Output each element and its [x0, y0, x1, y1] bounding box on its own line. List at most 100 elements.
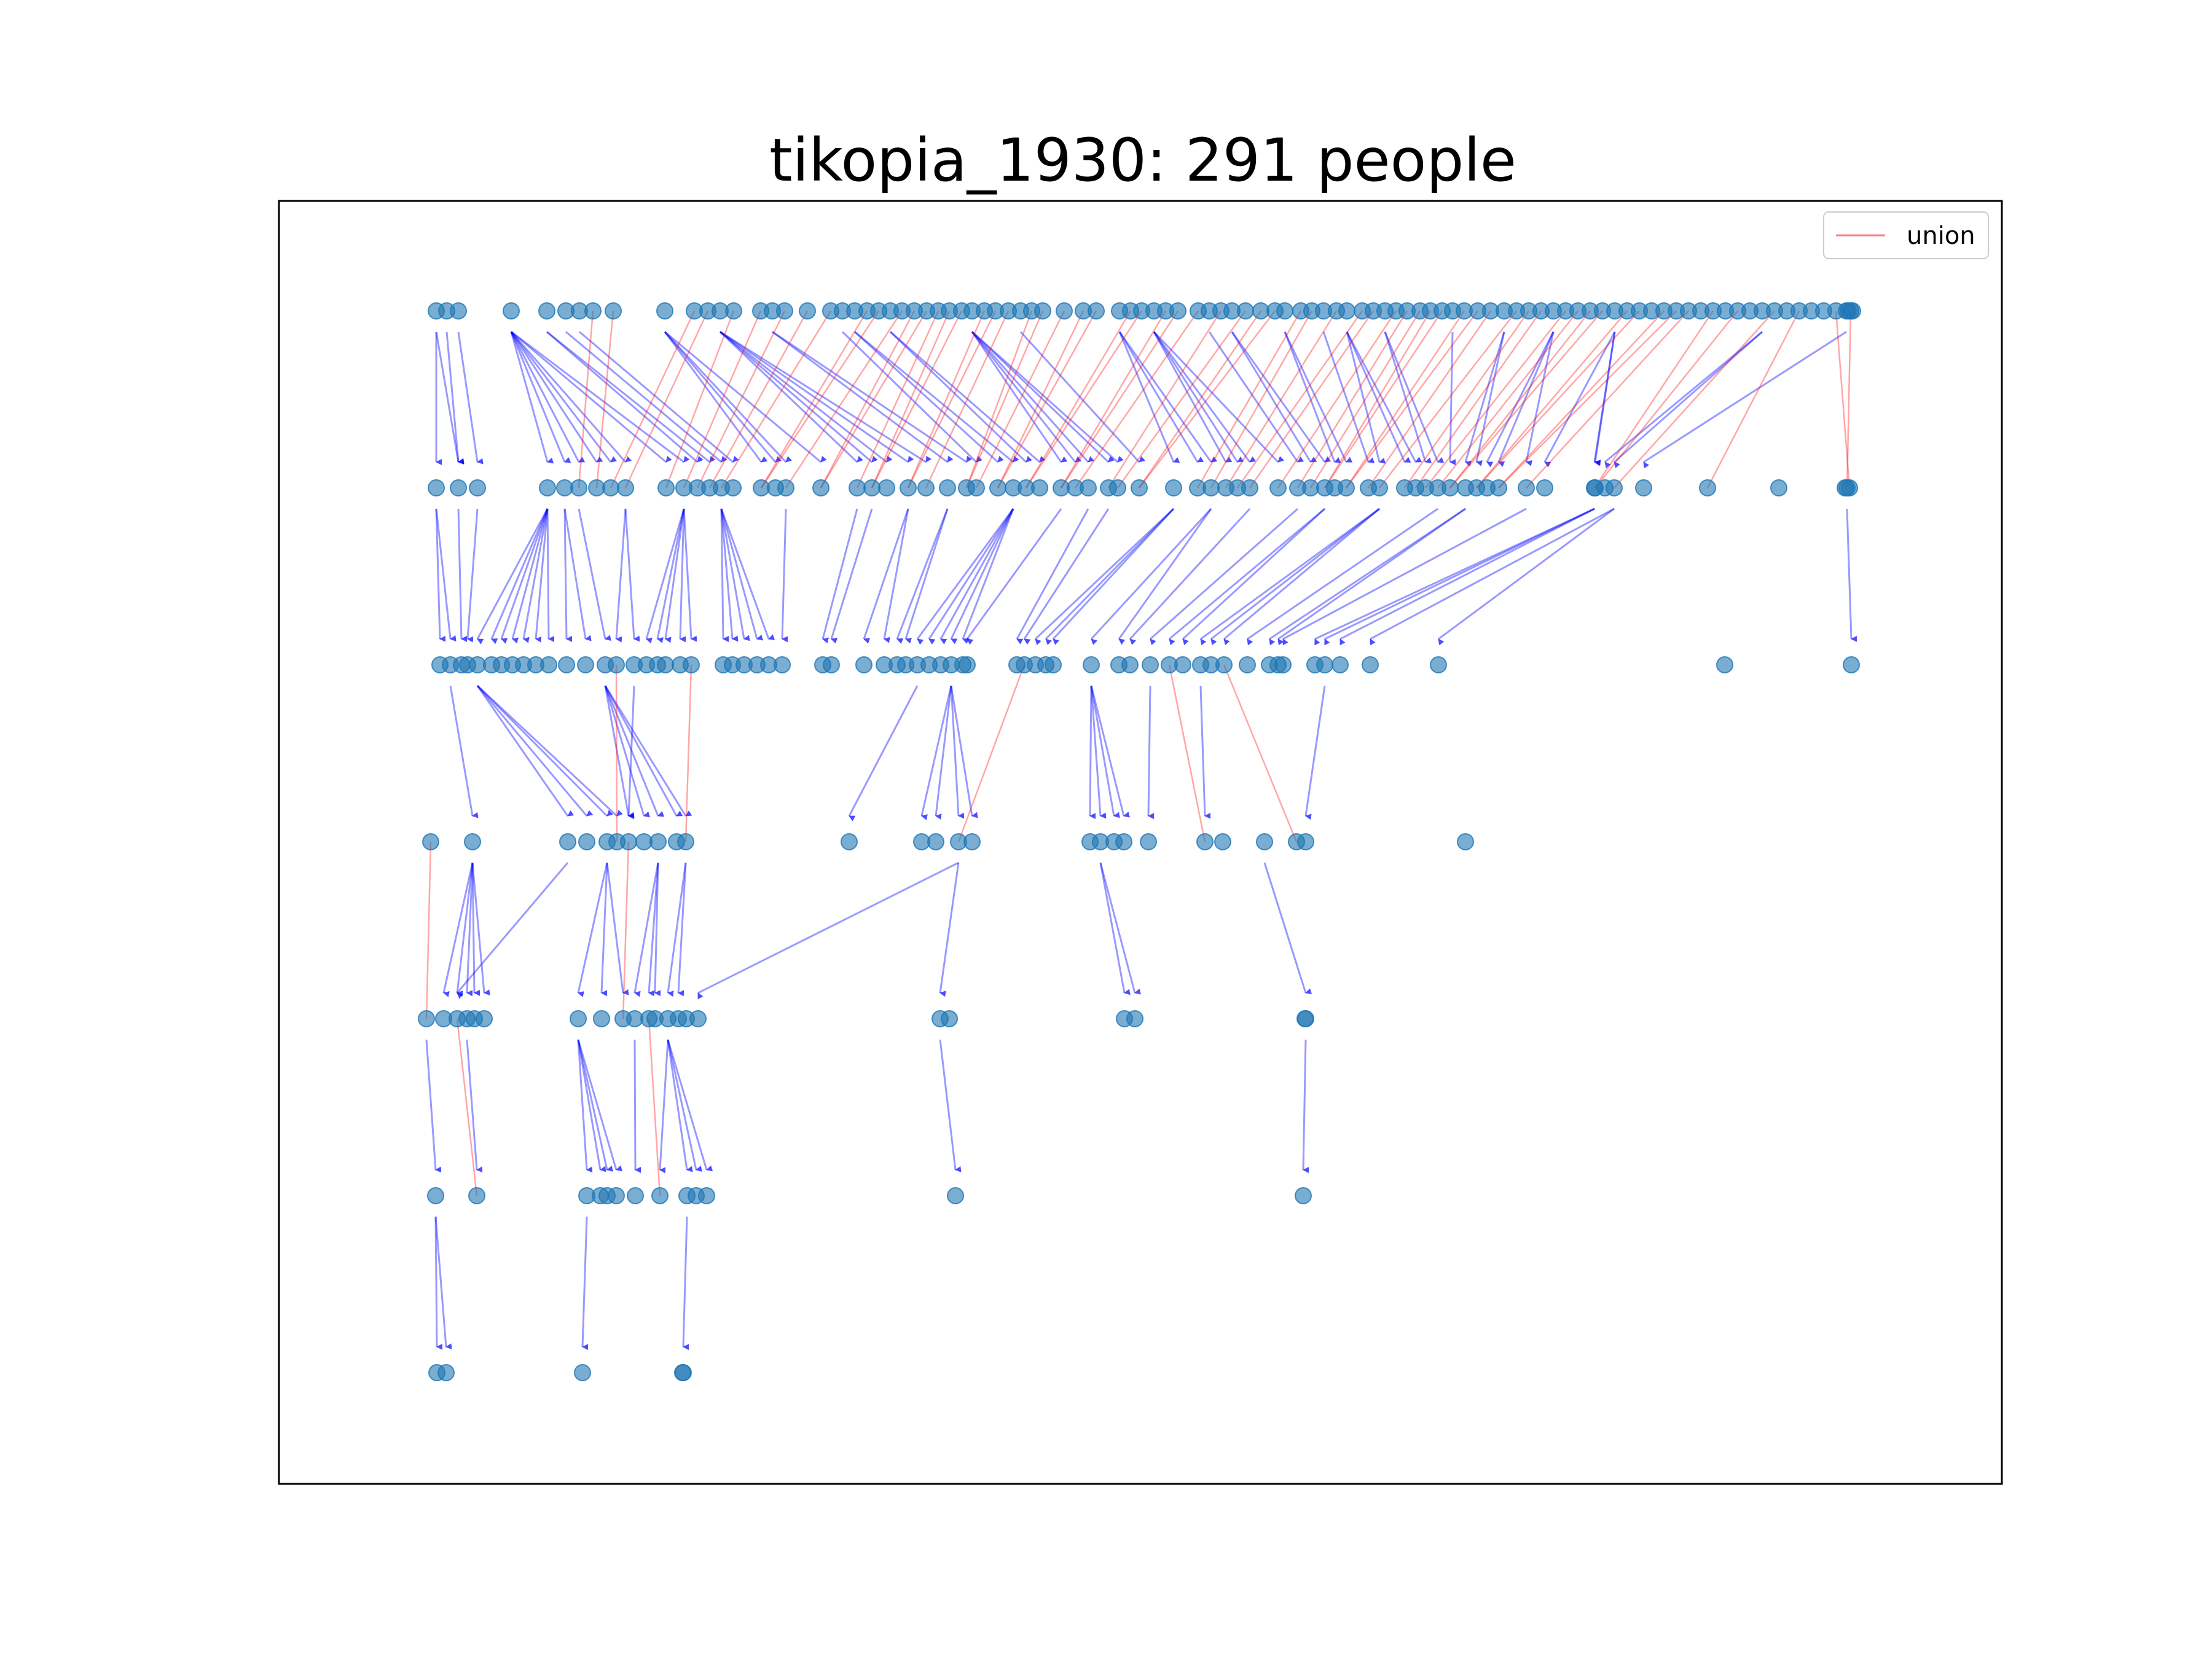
person-node — [1297, 833, 1314, 850]
parent-child-edge — [546, 331, 704, 463]
union-edge — [1706, 310, 1800, 488]
union-edge — [907, 310, 997, 488]
parent-child-edge — [853, 331, 1004, 463]
parent-child-edge — [664, 331, 827, 463]
parent-child-edge — [511, 331, 690, 463]
person-node — [1237, 302, 1254, 320]
person-node — [1142, 656, 1159, 673]
person-node — [1215, 656, 1233, 673]
person-node — [559, 833, 576, 850]
person-node — [941, 1010, 958, 1027]
parent-child-edge — [1090, 685, 1107, 819]
parent-child-edge — [971, 331, 1068, 463]
union-edge — [1060, 310, 1179, 488]
parent-child-edge — [1169, 508, 1325, 646]
person-node — [1536, 479, 1553, 496]
parent-child-edge — [604, 685, 651, 818]
union-edge — [1449, 310, 1591, 488]
union-edge — [965, 310, 1033, 488]
parent-child-edge — [577, 1039, 606, 1172]
union-edge — [760, 310, 868, 488]
union-edge — [610, 310, 696, 488]
union-edge — [648, 1018, 661, 1196]
person-node — [627, 1187, 644, 1204]
parent-child-edge — [863, 508, 909, 644]
person-node — [651, 1187, 669, 1204]
person-node — [777, 479, 794, 496]
parent-child-edge — [1464, 331, 1505, 467]
parent-child-edge — [577, 862, 608, 997]
parent-child-edge — [510, 331, 632, 463]
parent-child-edge — [939, 862, 960, 997]
union-edge — [1476, 310, 1640, 488]
parent-child-edge — [633, 862, 659, 997]
parent-child-edge — [719, 331, 863, 463]
parent-child-edge — [916, 508, 1014, 645]
parent-child-edge — [720, 508, 775, 640]
person-node — [1843, 656, 1860, 673]
union-edge — [1498, 310, 1665, 488]
person-node — [1241, 479, 1258, 496]
parent-child-edge — [830, 508, 873, 644]
parent-child-edge — [648, 862, 659, 997]
parent-child-edge — [1118, 331, 1204, 463]
parent-child-edge — [510, 331, 571, 463]
parent-child-edge — [667, 1039, 693, 1172]
parent-child-edge — [1314, 508, 1595, 646]
parent-child-edge — [1118, 331, 1218, 463]
parent-child-edge — [1525, 331, 1555, 466]
parent-child-edge — [664, 508, 685, 643]
union-edge — [1025, 310, 1143, 488]
parent-child-edge — [627, 685, 635, 820]
parent-child-edge — [476, 685, 575, 817]
parent-child-edge — [471, 862, 480, 996]
union-edge — [907, 310, 986, 488]
parent-child-edge — [1016, 508, 1089, 645]
parent-child-edge — [466, 1039, 483, 1173]
parent-child-edge — [476, 685, 594, 817]
union-edge — [1379, 310, 1517, 488]
edges-layer — [425, 310, 1857, 1351]
union-edge — [1277, 310, 1397, 488]
parent-child-edge — [606, 862, 629, 995]
parent-child-edge — [1182, 508, 1326, 646]
parent-child-edge — [1263, 862, 1312, 995]
legend: union — [1823, 211, 1989, 259]
union-edge — [1594, 310, 1738, 488]
person-node — [1169, 302, 1186, 320]
parent-child-edge — [772, 331, 954, 463]
parent-child-edge — [1118, 508, 1212, 645]
person-node — [1115, 833, 1132, 850]
union-edge — [1437, 310, 1579, 488]
person-node — [649, 833, 667, 850]
parent-child-edge — [1604, 331, 1763, 469]
parent-child-edge — [720, 508, 729, 642]
parent-child-edge — [425, 1039, 442, 1173]
person-node — [476, 1010, 493, 1027]
parent-child-edge — [848, 685, 919, 822]
person-node — [570, 479, 587, 496]
parent-child-edge — [697, 861, 959, 1000]
parent-child-edge — [1643, 331, 1847, 469]
person-node — [558, 656, 575, 673]
person-node — [1080, 479, 1097, 496]
person-node — [1269, 479, 1287, 496]
parent-child-edge — [522, 508, 549, 643]
parent-child-edge — [971, 331, 1115, 463]
union-edge — [1449, 310, 1603, 488]
parent-child-edge — [1208, 331, 1304, 463]
person-node — [1256, 833, 1273, 850]
union-edge — [760, 310, 880, 488]
parent-child-edge — [510, 331, 586, 463]
union-edge — [820, 310, 928, 488]
person-node — [1088, 302, 1105, 320]
parent-child-edge — [1475, 331, 1505, 466]
parent-child-edge — [1153, 331, 1233, 463]
person-node — [1338, 302, 1355, 320]
union-edge — [871, 310, 951, 488]
parent-child-edge — [563, 508, 592, 641]
union-edge — [665, 310, 735, 488]
person-node — [427, 1187, 444, 1204]
person-node — [1490, 479, 1507, 496]
union-edge — [957, 664, 1026, 842]
